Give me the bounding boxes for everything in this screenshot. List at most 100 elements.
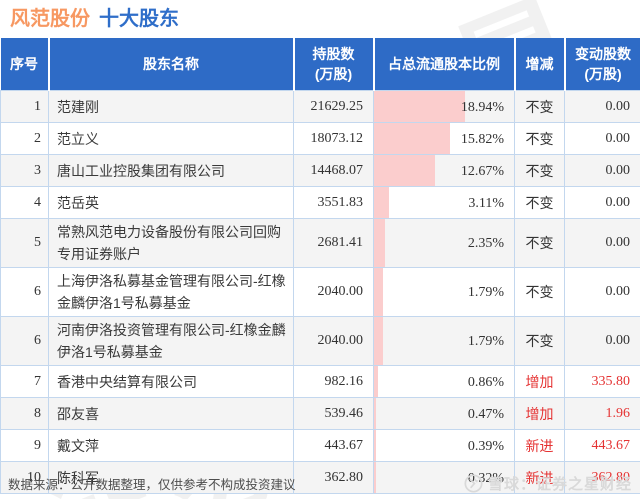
rank-cell: 10 [0, 461, 49, 494]
rank-cell: 4 [0, 186, 49, 219]
change-shares-cell: 0.00 [564, 154, 640, 187]
change-direction-cell: 增加 [514, 365, 565, 398]
percent-cell: 1.79% [373, 316, 515, 366]
shareholders-table: 序号 股东名称 持股数 (万股) 占总流通股本比例 增减 变动股数 (万股) 1… [0, 38, 640, 494]
table-row: 2 范立义 18073.12 15.82% 不变 0.00 [0, 122, 640, 155]
rank-cell: 5 [0, 218, 49, 268]
brand-label: 雪球：证券之星财经 [487, 475, 632, 493]
table-row: 10 陈科军 362.80 0.32% 新进 362.80 [0, 461, 640, 494]
rank-cell: 3 [0, 154, 49, 187]
brand-watermark: 雪球：证券之星财经 [464, 473, 632, 494]
change-shares-cell: 443.67 [564, 429, 640, 462]
table-row: 8 邵友喜 539.46 0.47% 增加 1.96 [0, 397, 640, 430]
change-shares-cell: 0.00 [564, 90, 640, 123]
percent-bar [374, 398, 377, 429]
percent-value: 12.67% [460, 163, 504, 179]
change-direction-cell: 新进 [514, 461, 565, 494]
change-direction-cell: 不变 [514, 218, 565, 268]
footer: 数据来源：公开数据整理，仅供参考不构成投资建议 雪球：证券之星财经 [0, 469, 640, 499]
table-row: 6 上海伊洛私募基金管理有限公司-红橡金麟伊洛1号私募基金 2040.00 1.79%… [0, 267, 640, 317]
percent-cell: 0.47% [373, 397, 515, 430]
source-note: 数据来源：公开数据整理，仅供参考不构成投资建议 [8, 477, 296, 492]
percent-bar [374, 268, 383, 316]
change-shares-cell: 0.00 [564, 186, 640, 219]
percent-cell: 18.94% [373, 90, 515, 123]
percent-bar [374, 187, 389, 218]
shares-cell: 2040.00 [293, 316, 374, 366]
table-row: 3 唐山工业控股集团有限公司 14468.07 12.67% 不变 0.00 [0, 154, 640, 187]
shareholder-name-cell: 邵友喜 [48, 397, 294, 430]
percent-value: 0.39% [467, 438, 504, 454]
percent-cell: 0.86% [373, 365, 515, 398]
change-shares-cell: 362.80 [564, 461, 640, 494]
column-header-shares: 持股数 (万股) [293, 38, 375, 91]
column-header-shareholder: 股东名称 [48, 38, 295, 91]
percent-cell: 3.11% [373, 186, 515, 219]
percent-cell: 2.35% [373, 218, 515, 268]
column-header-rank: 序号 [0, 38, 50, 91]
xueqiu-logo-icon [464, 473, 483, 493]
change-shares-cell: 0.00 [564, 218, 640, 268]
percent-bar [374, 123, 450, 154]
percent-value: 1.79% [467, 285, 504, 300]
percent-cell: 12.67% [373, 154, 515, 187]
rank-cell: 1 [0, 90, 49, 123]
shares-cell: 14468.07 [293, 154, 374, 187]
percent-value: 1.79% [467, 334, 504, 349]
shareholder-name-cell: 常熟风范电力设备股份有限公司回购专用证券账户 [48, 218, 294, 268]
percent-bar [374, 430, 376, 461]
shareholder-name-cell: 范立义 [48, 122, 294, 155]
change-direction-cell: 不变 [514, 267, 565, 317]
percent-value: 2.35% [467, 236, 504, 251]
rank-cell: 9 [0, 429, 49, 462]
percent-cell: 0.32% [373, 461, 515, 494]
page-title: 风范股份 十大股东 [0, 0, 640, 38]
shareholder-name-cell: 上海伊洛私募基金管理有限公司-红橡金麟伊洛1号私募基金 [48, 267, 294, 317]
percent-bar [374, 462, 376, 493]
table-row: 5 常熟风范电力设备股份有限公司回购专用证券账户 2681.41 2.35% 不变 0.0… [0, 218, 640, 268]
change-shares-cell: 0.00 [564, 316, 640, 366]
column-header-percent: 占总流通股本比例 [373, 38, 516, 91]
rank-cell: 8 [0, 397, 49, 430]
percent-value: 15.82% [460, 131, 504, 147]
rank-cell: 6 [0, 316, 49, 366]
change-shares-cell: 0.00 [564, 122, 640, 155]
shareholder-name-cell: 范建刚 [48, 90, 294, 123]
shares-cell: 443.67 [293, 429, 374, 462]
shares-cell: 18073.12 [293, 122, 374, 155]
shares-cell: 362.80 [293, 461, 374, 494]
shares-cell: 3551.83 [293, 186, 374, 219]
percent-cell: 15.82% [373, 122, 515, 155]
percent-bar [374, 91, 465, 122]
shareholder-name-cell: 戴文萍 [48, 429, 294, 462]
percent-bar [374, 219, 386, 267]
table-row: 6 河南伊洛投资管理有限公司-红橡金麟伊洛1号私募基金 2040.00 1.79% 不变… [0, 316, 640, 366]
percent-bar [374, 366, 379, 397]
rank-cell: 2 [0, 122, 49, 155]
percent-value: 0.86% [467, 374, 504, 390]
table-header-row: 序号 股东名称 持股数 (万股) 占总流通股本比例 增减 变动股数 (万股) [0, 38, 640, 91]
rank-cell: 6 [0, 267, 49, 317]
shares-cell: 21629.25 [293, 90, 374, 123]
shares-cell: 539.46 [293, 397, 374, 430]
shares-cell: 2040.00 [293, 267, 374, 317]
section-title: 十大股东 [99, 8, 179, 30]
change-direction-cell: 增加 [514, 397, 565, 430]
change-direction-cell: 不变 [514, 316, 565, 366]
change-direction-cell: 不变 [514, 90, 565, 123]
change-direction-cell: 新进 [514, 429, 565, 462]
column-header-change-shares: 变动股数 (万股) [564, 38, 640, 91]
shares-cell: 982.16 [293, 365, 374, 398]
change-shares-cell: 0.00 [564, 267, 640, 317]
shareholder-name-cell: 唐山工业控股集团有限公司 [48, 154, 294, 187]
percent-value: 0.47% [467, 406, 504, 422]
column-header-change: 增减 [514, 38, 566, 91]
percent-cell: 1.79% [373, 267, 515, 317]
table-row: 4 范岳英 3551.83 3.11% 不变 0.00 [0, 186, 640, 219]
shares-cell: 2681.41 [293, 218, 374, 268]
change-shares-cell: 1.96 [564, 397, 640, 430]
shareholder-name-cell: 河南伊洛投资管理有限公司-红橡金麟伊洛1号私募基金 [48, 316, 294, 366]
table-row: 9 戴文萍 443.67 0.39% 新进 443.67 [0, 429, 640, 462]
shareholder-name-cell: 香港中央结算有限公司 [48, 365, 294, 398]
